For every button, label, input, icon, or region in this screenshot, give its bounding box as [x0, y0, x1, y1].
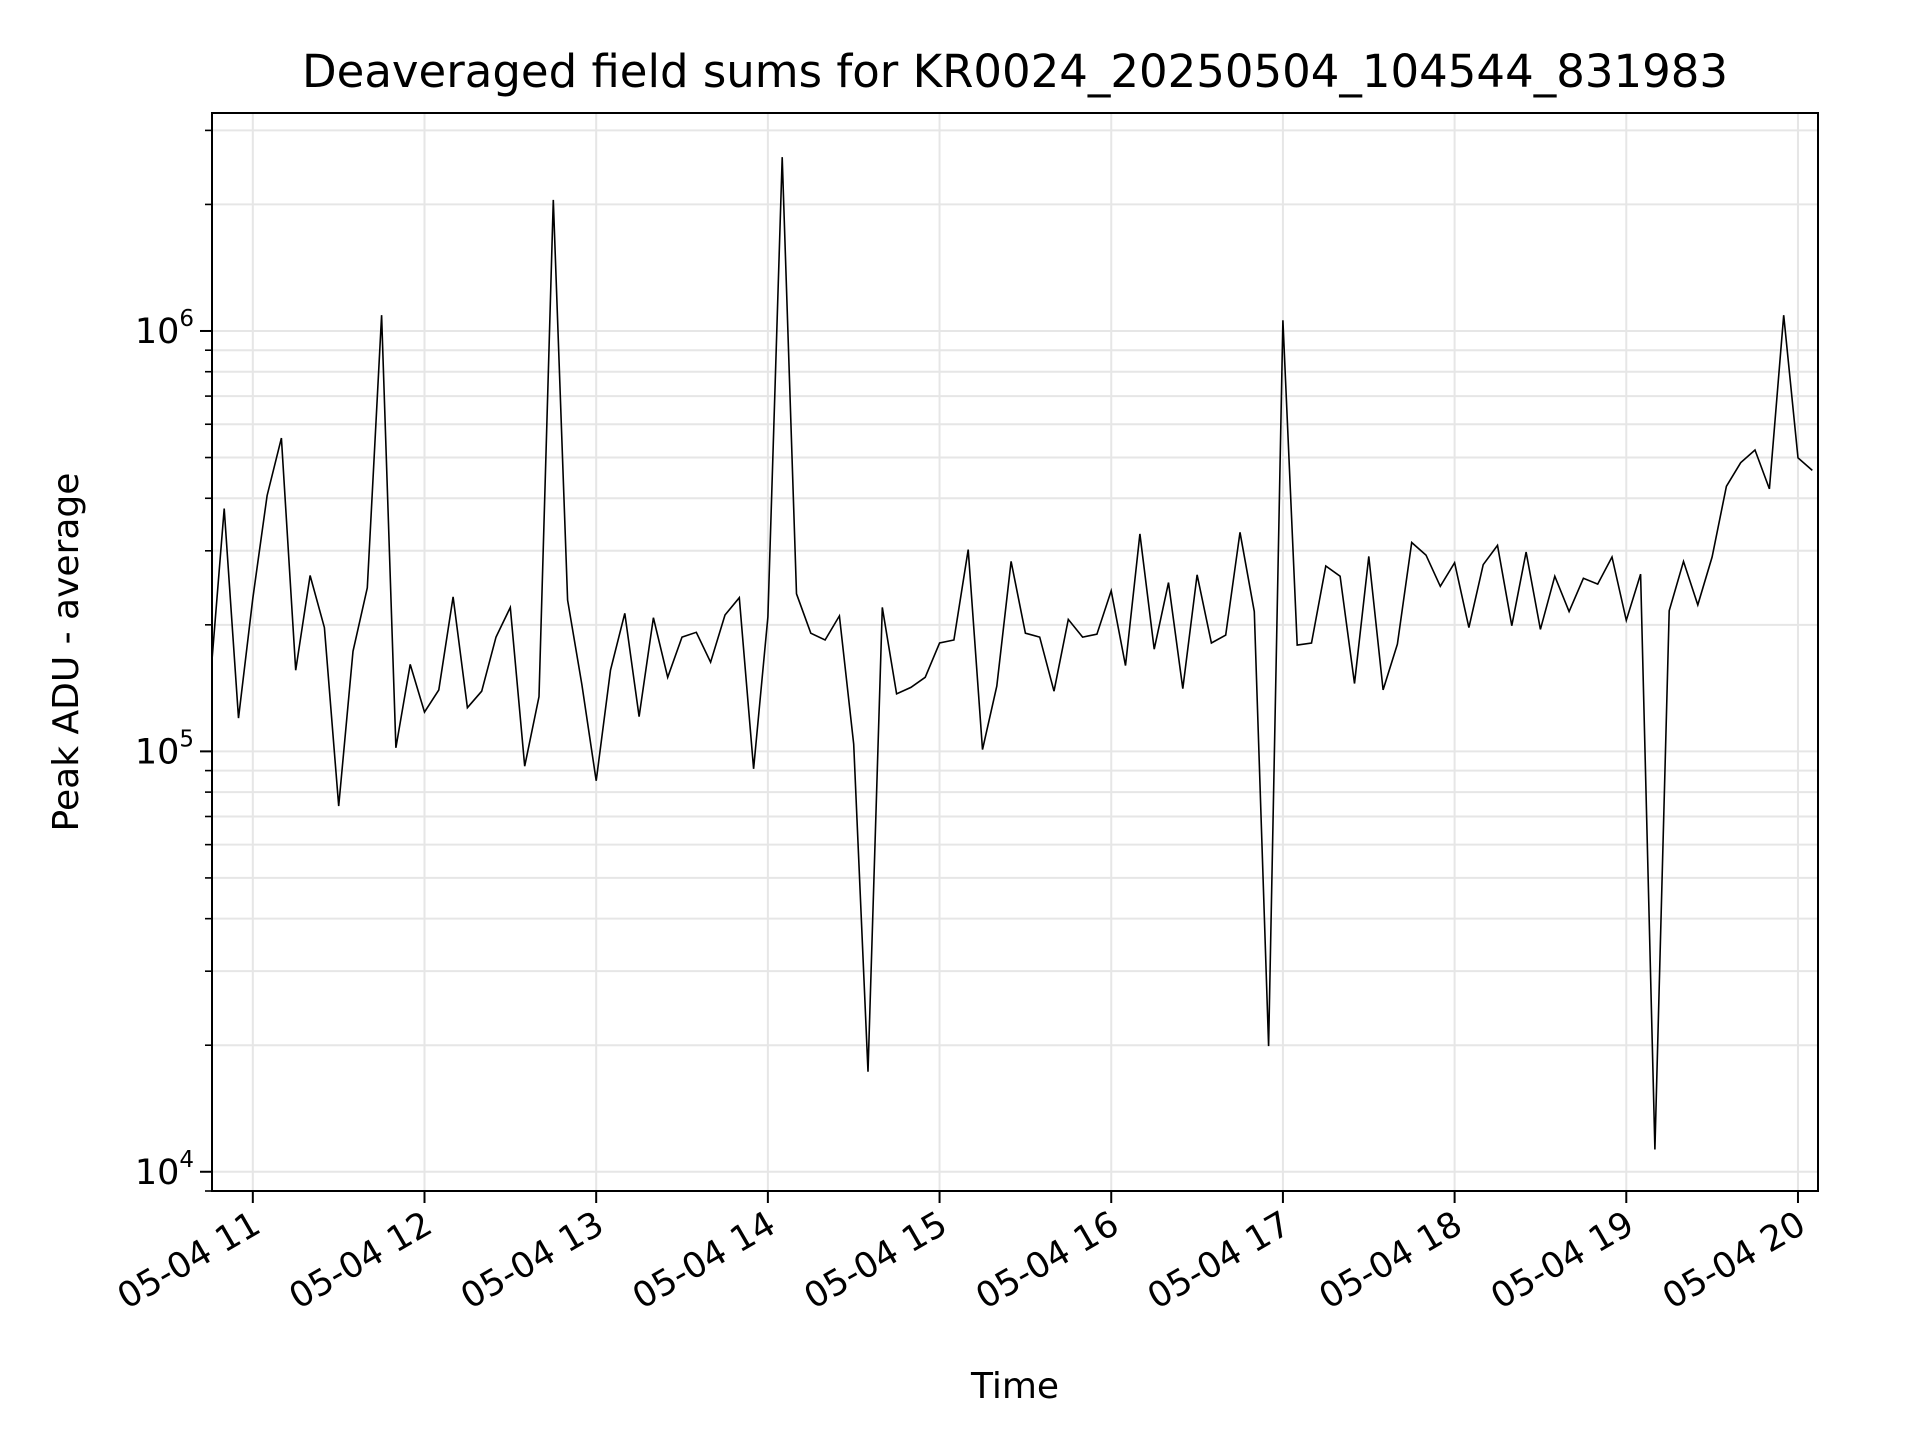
chart-title: Deaveraged field sums for KR0024_2025050…	[302, 45, 1728, 98]
y-tick-label: 106	[135, 306, 194, 352]
y-tick-label: 105	[135, 726, 194, 772]
plot-frame	[211, 112, 1819, 1192]
y-tick-label: 104	[135, 1147, 194, 1193]
y-axis-label: Peak ADU - average	[46, 473, 87, 832]
grid	[212, 113, 1818, 1192]
series-line-0	[211, 157, 1813, 1150]
y-axis: 104 105 106	[135, 129, 212, 1193]
x-axis-label: Time	[970, 1366, 1059, 1407]
series-layer	[211, 157, 1813, 1150]
